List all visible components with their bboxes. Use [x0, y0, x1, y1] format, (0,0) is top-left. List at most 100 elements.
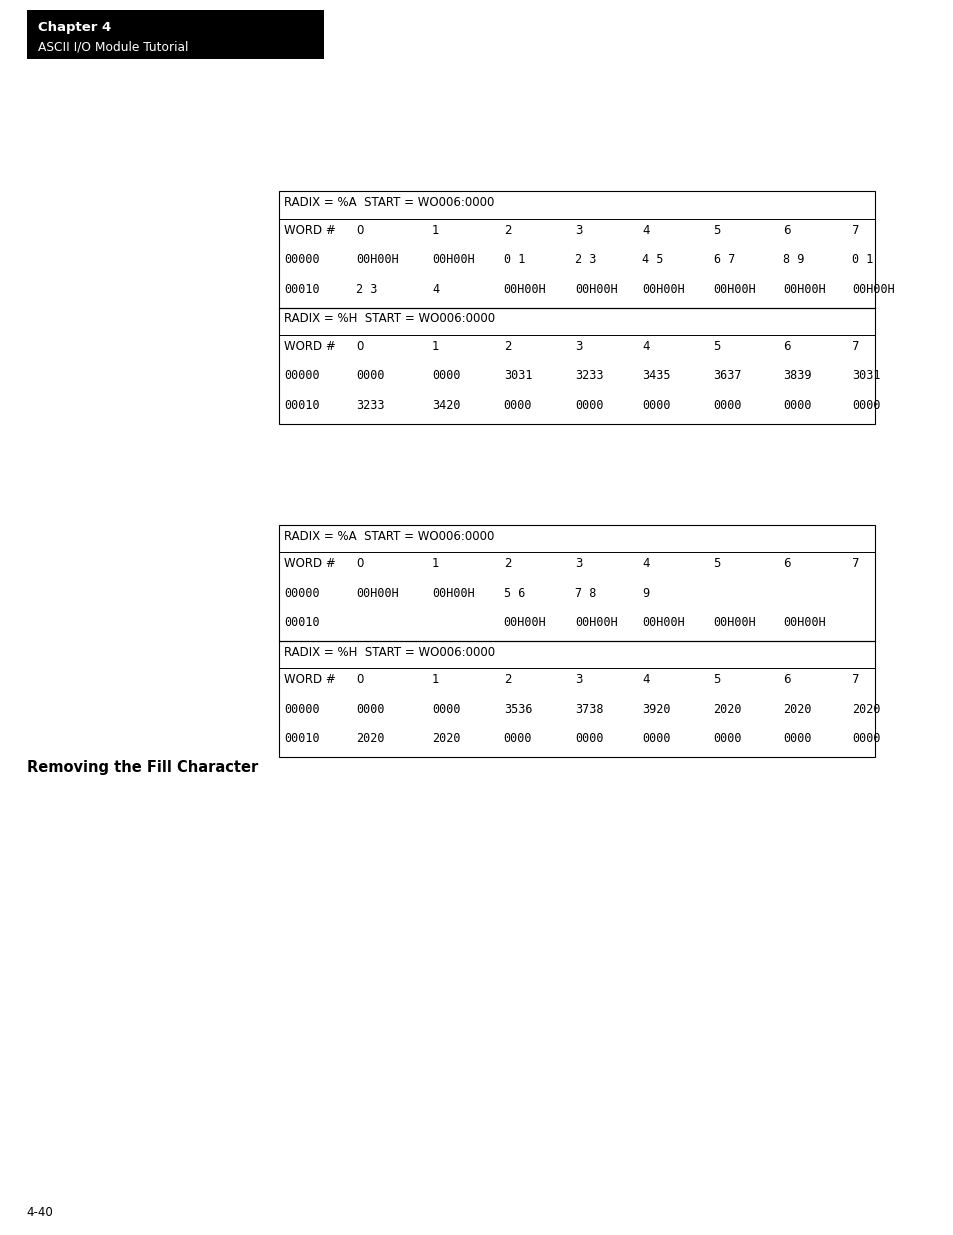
Text: 0 1: 0 1	[851, 253, 872, 267]
Text: 0000: 0000	[355, 703, 384, 716]
Text: 0: 0	[355, 224, 363, 237]
Text: 0000: 0000	[782, 732, 811, 746]
Text: 1: 1	[432, 673, 439, 687]
Text: 5: 5	[713, 557, 720, 571]
Text: 00H00H: 00H00H	[355, 253, 398, 267]
Text: 0: 0	[355, 673, 363, 687]
Text: RADIX = %A  START = WO006:0000: RADIX = %A START = WO006:0000	[284, 530, 495, 543]
Text: 3738: 3738	[575, 703, 603, 716]
Text: 5 6: 5 6	[503, 587, 524, 600]
Text: 4: 4	[641, 340, 649, 353]
Text: 3233: 3233	[355, 399, 384, 412]
Text: 3435: 3435	[641, 369, 670, 383]
Text: 3536: 3536	[503, 703, 532, 716]
Text: 00H00H: 00H00H	[782, 283, 825, 296]
Text: 5: 5	[713, 224, 720, 237]
Text: RADIX = %H  START = WO006:0000: RADIX = %H START = WO006:0000	[284, 312, 495, 326]
Text: 2020: 2020	[851, 703, 880, 716]
Text: 0000: 0000	[713, 732, 741, 746]
Text: 1: 1	[432, 224, 439, 237]
Text: Removing the Fill Character: Removing the Fill Character	[27, 760, 257, 774]
Text: 0000: 0000	[641, 732, 670, 746]
Text: WORD #: WORD #	[284, 673, 335, 687]
Text: 00010: 00010	[284, 283, 319, 296]
Text: 3031: 3031	[503, 369, 532, 383]
Text: 2: 2	[503, 673, 511, 687]
Text: 6: 6	[782, 224, 790, 237]
Text: 0000: 0000	[851, 732, 880, 746]
Text: 00H00H: 00H00H	[641, 283, 684, 296]
Text: 9: 9	[641, 587, 648, 600]
Text: WORD #: WORD #	[284, 224, 335, 237]
Bar	[278, 525, 874, 757]
Text: 00010: 00010	[284, 616, 319, 630]
Text: 00H00H: 00H00H	[575, 283, 618, 296]
Text: 7: 7	[851, 557, 859, 571]
Text: 3920: 3920	[641, 703, 670, 716]
Text: 3233: 3233	[575, 369, 603, 383]
Text: 0000: 0000	[851, 399, 880, 412]
Text: 7: 7	[851, 673, 859, 687]
Text: 0000: 0000	[355, 369, 384, 383]
Text: 2 3: 2 3	[575, 253, 596, 267]
Text: 00010: 00010	[284, 399, 319, 412]
Text: 6 7: 6 7	[713, 253, 734, 267]
Text: 00H00H: 00H00H	[355, 587, 398, 600]
Text: 3637: 3637	[713, 369, 741, 383]
Text: 00H00H: 00H00H	[851, 283, 894, 296]
Text: 1: 1	[432, 557, 439, 571]
Text: 2020: 2020	[432, 732, 460, 746]
Text: 2 3: 2 3	[355, 283, 376, 296]
Text: 4: 4	[641, 557, 649, 571]
Text: 00H00H: 00H00H	[641, 616, 684, 630]
Text: 6: 6	[782, 673, 790, 687]
Text: 7: 7	[851, 224, 859, 237]
Text: 2: 2	[503, 224, 511, 237]
Text: 6: 6	[782, 340, 790, 353]
Text: 4: 4	[641, 673, 649, 687]
Text: Chapter 4: Chapter 4	[38, 21, 112, 35]
Text: 0000: 0000	[713, 399, 741, 412]
Text: 00H00H: 00H00H	[432, 253, 475, 267]
Text: 00000: 00000	[284, 253, 319, 267]
Text: 2020: 2020	[782, 703, 811, 716]
Text: 00H00H: 00H00H	[432, 587, 475, 600]
Text: 00000: 00000	[284, 703, 319, 716]
Text: 3031: 3031	[851, 369, 880, 383]
Text: 7: 7	[851, 340, 859, 353]
Text: RADIX = %H  START = WO006:0000: RADIX = %H START = WO006:0000	[284, 646, 495, 659]
Text: 00H00H: 00H00H	[503, 283, 546, 296]
Text: 3: 3	[575, 673, 582, 687]
Text: 3420: 3420	[432, 399, 460, 412]
Text: 00H00H: 00H00H	[782, 616, 825, 630]
Text: 3: 3	[575, 224, 582, 237]
Text: 00H00H: 00H00H	[575, 616, 618, 630]
Text: 0000: 0000	[432, 369, 460, 383]
Text: 3: 3	[575, 340, 582, 353]
Text: 0 1: 0 1	[503, 253, 524, 267]
Text: 2020: 2020	[713, 703, 741, 716]
Text: 2: 2	[503, 340, 511, 353]
Text: 00H00H: 00H00H	[503, 616, 546, 630]
Text: 5: 5	[713, 340, 720, 353]
Text: 3: 3	[575, 557, 582, 571]
Text: 0: 0	[355, 557, 363, 571]
Text: 7 8: 7 8	[575, 587, 596, 600]
Text: 8 9: 8 9	[782, 253, 803, 267]
Text: 4-40: 4-40	[27, 1205, 53, 1219]
Text: 3839: 3839	[782, 369, 811, 383]
Text: 00000: 00000	[284, 369, 319, 383]
Bar	[278, 191, 874, 424]
Text: 00H00H: 00H00H	[713, 283, 756, 296]
Text: 00010: 00010	[284, 732, 319, 746]
Text: 0000: 0000	[575, 732, 603, 746]
Text: 4: 4	[432, 283, 438, 296]
Text: 0000: 0000	[503, 732, 532, 746]
Text: ASCII I/O Module Tutorial: ASCII I/O Module Tutorial	[38, 41, 189, 54]
Text: RADIX = %A  START = WO006:0000: RADIX = %A START = WO006:0000	[284, 196, 495, 210]
Text: 0000: 0000	[432, 703, 460, 716]
Text: WORD #: WORD #	[284, 557, 335, 571]
Text: 6: 6	[782, 557, 790, 571]
Text: 00H00H: 00H00H	[713, 616, 756, 630]
Text: 4 5: 4 5	[641, 253, 662, 267]
